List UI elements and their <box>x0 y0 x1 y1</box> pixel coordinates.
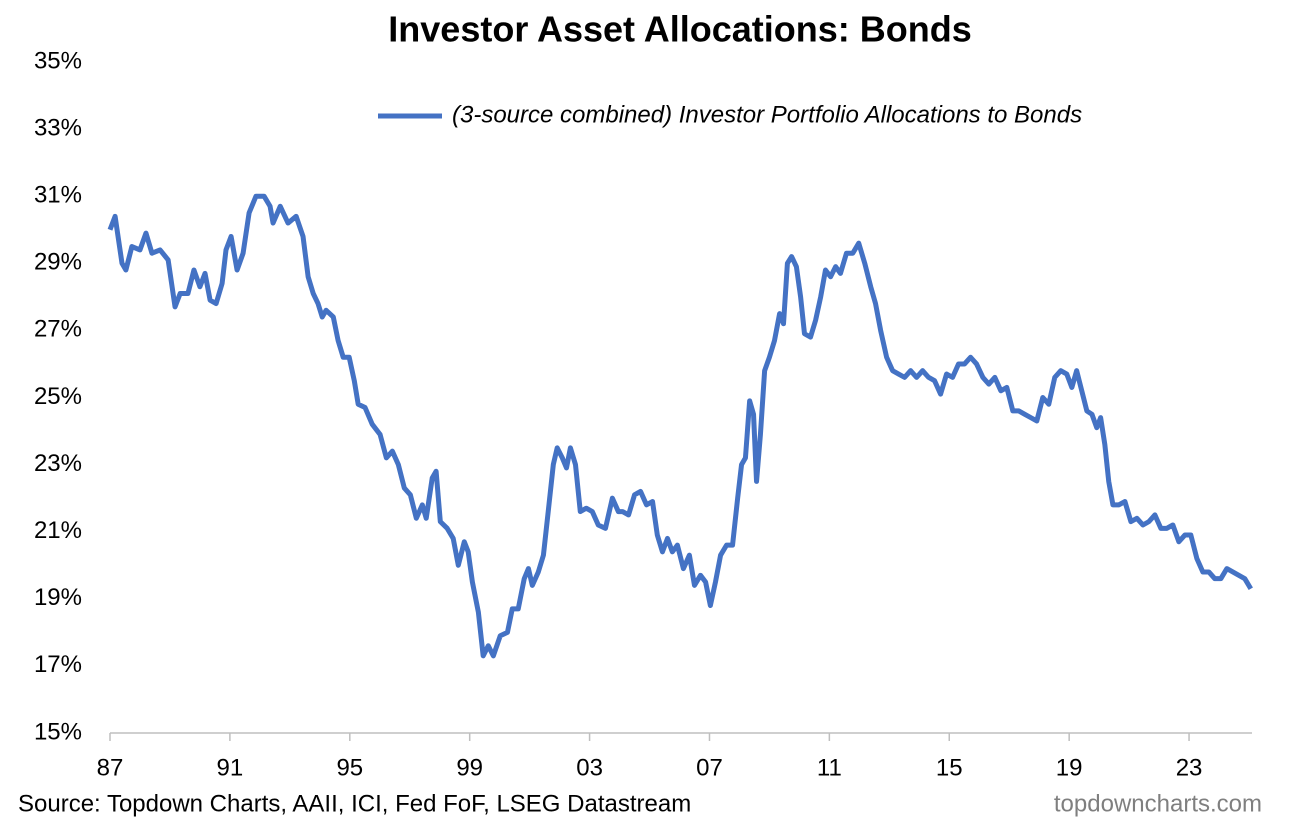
chart-title: Investor Asset Allocations: Bonds <box>388 9 971 50</box>
y-tick-label: 19% <box>34 584 82 611</box>
y-tick-label: 15% <box>34 718 82 745</box>
x-tick-label: 15 <box>936 754 963 781</box>
y-tick-label: 31% <box>34 182 82 209</box>
x-tick-label: 87 <box>97 754 124 781</box>
legend-label: (3-source combined) Investor Portfolio A… <box>452 101 1082 128</box>
x-tick-label: 03 <box>576 754 603 781</box>
y-tick-label: 29% <box>34 249 82 276</box>
y-tick-label: 25% <box>34 383 82 410</box>
x-tick-label: 23 <box>1176 754 1203 781</box>
y-tick-label: 27% <box>34 316 82 343</box>
watermark: topdowncharts.com <box>1054 790 1262 817</box>
x-tick-label: 95 <box>336 754 363 781</box>
x-tick-label: 99 <box>456 754 483 781</box>
x-tick-label: 91 <box>217 754 244 781</box>
y-tick-label: 33% <box>34 114 82 141</box>
x-tick-label: 19 <box>1056 754 1083 781</box>
y-tick-label: 23% <box>34 450 82 477</box>
y-tick-label: 21% <box>34 517 82 544</box>
data-line <box>107 193 1253 659</box>
y-tick-label: 17% <box>34 651 82 678</box>
x-tick-label: 07 <box>696 754 723 781</box>
y-tick-label: 35% <box>34 47 82 74</box>
x-tick-label: 11 <box>817 754 842 781</box>
source-note: Source: Topdown Charts, AAII, ICI, Fed F… <box>18 790 691 817</box>
